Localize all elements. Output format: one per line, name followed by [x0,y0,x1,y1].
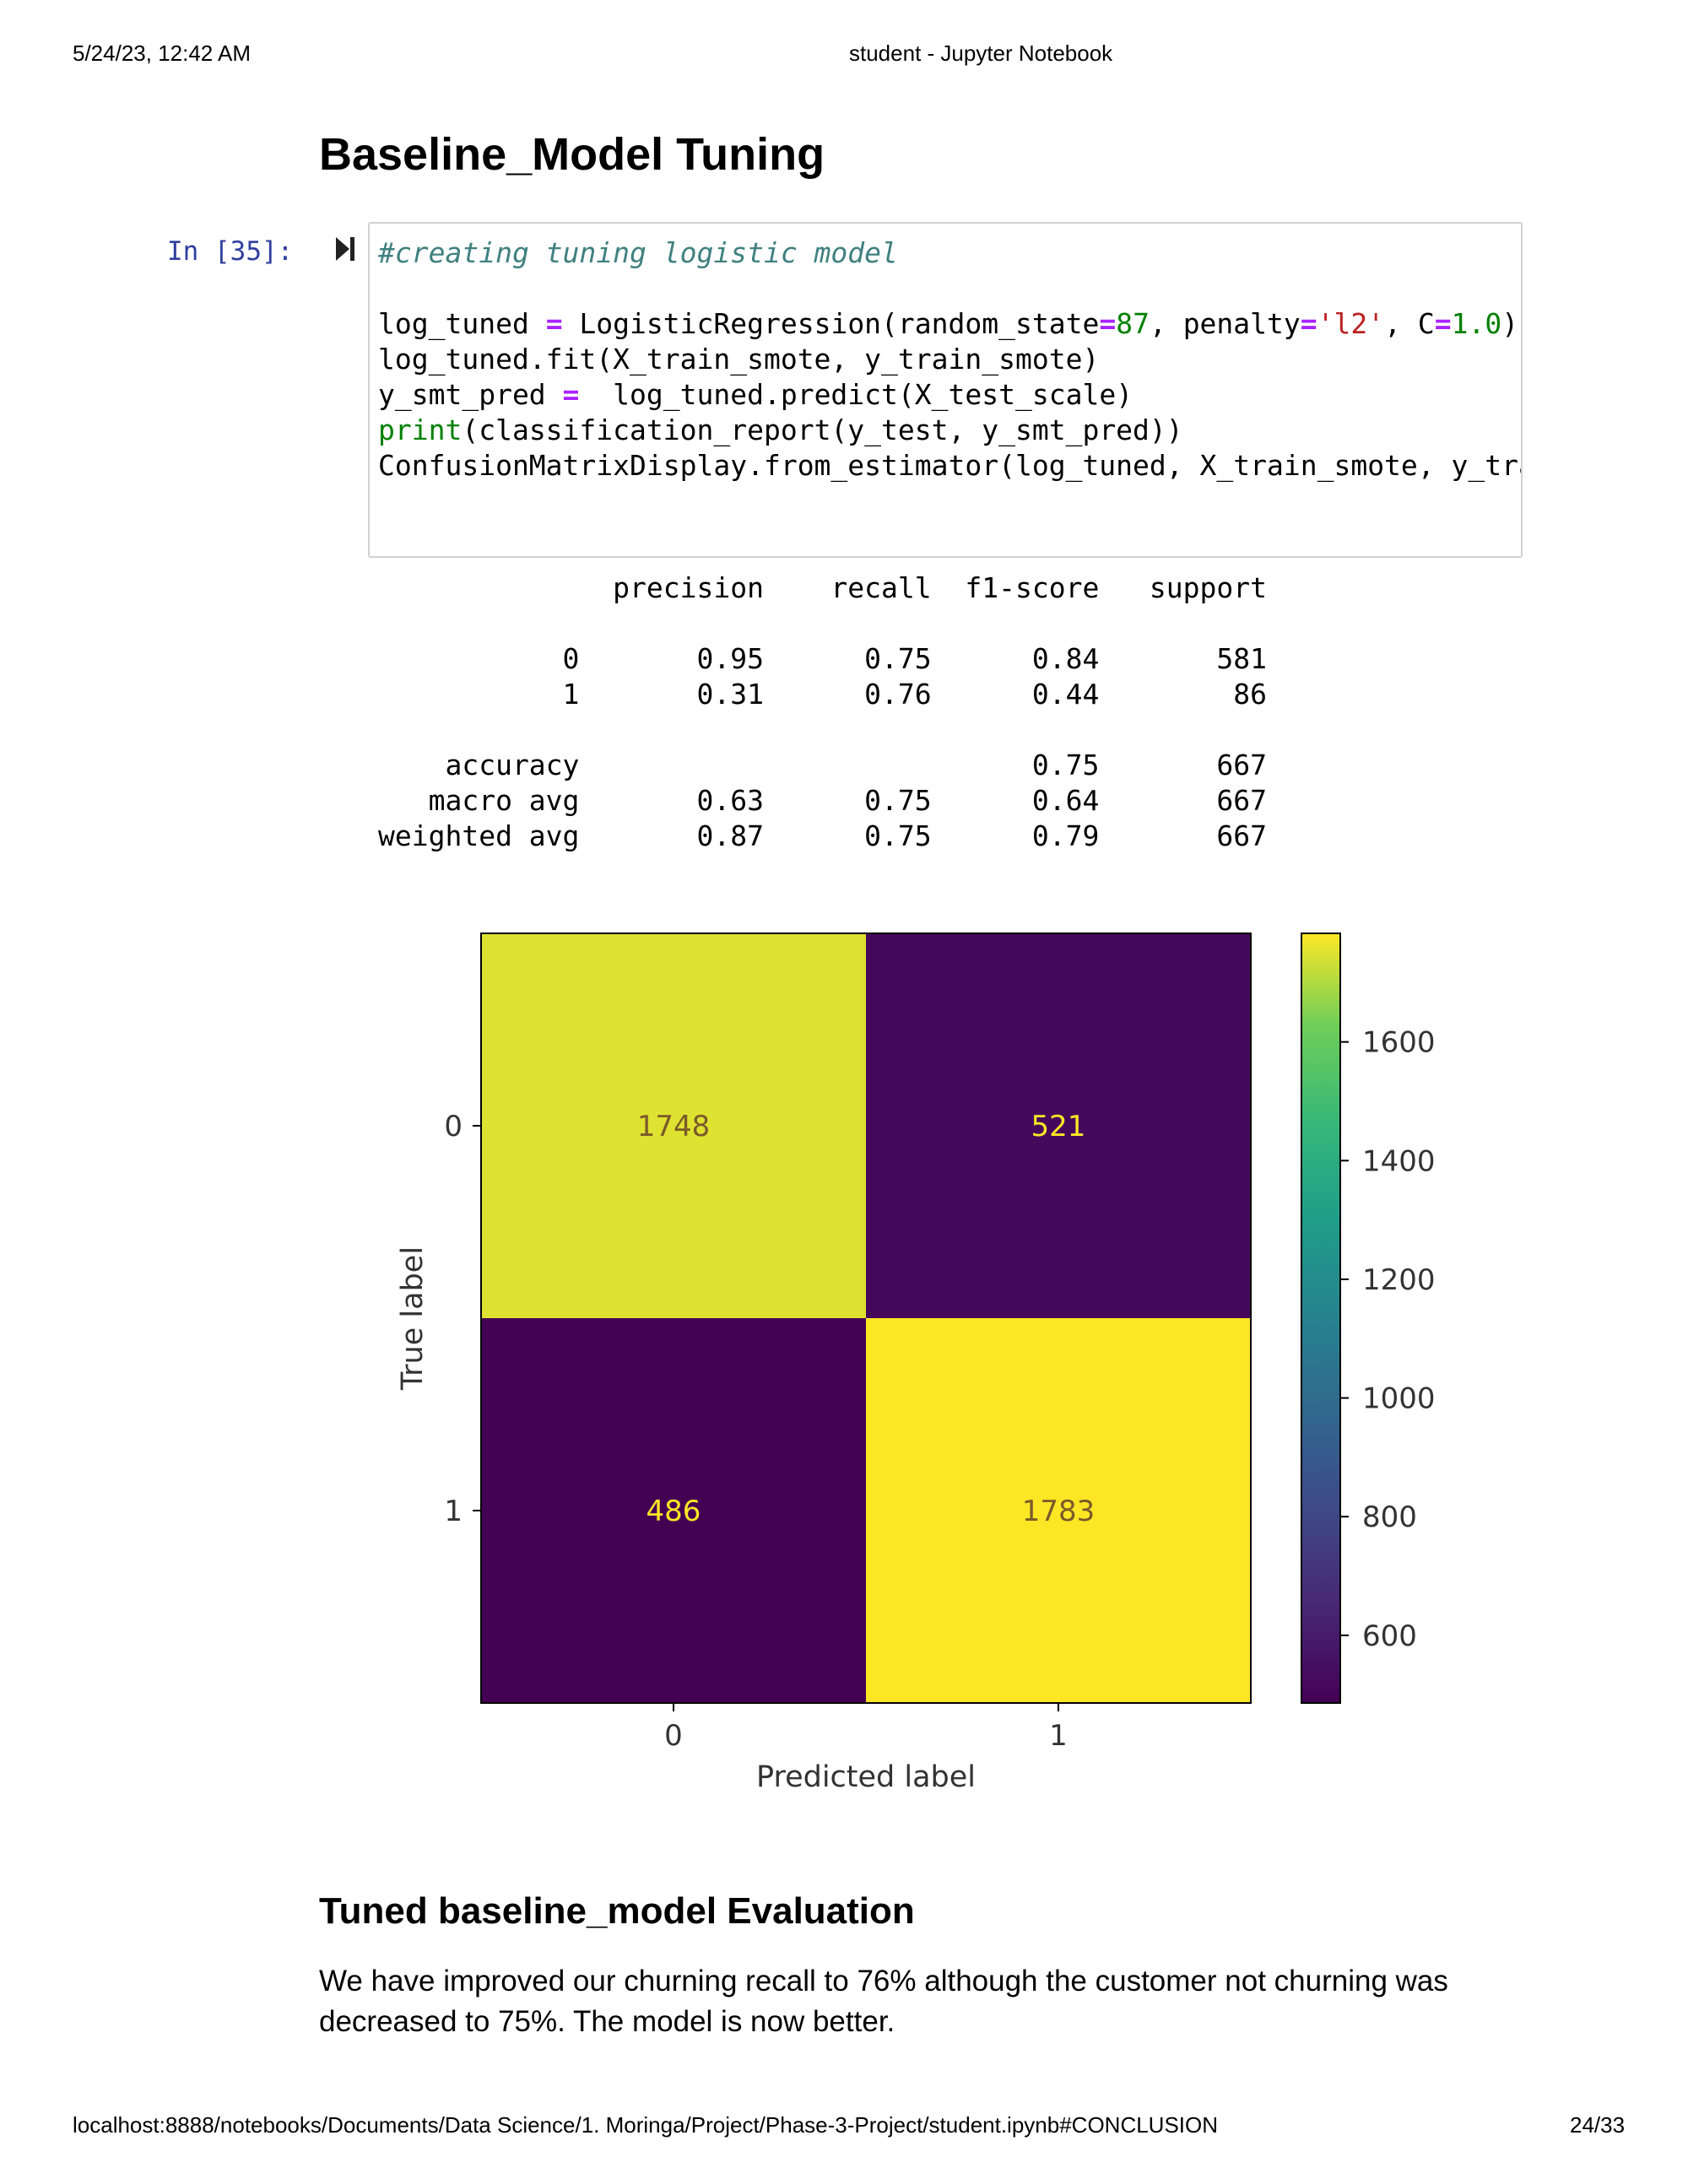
print-datetime: 5/24/23, 12:42 AM [73,41,252,66]
colorbar [1301,933,1341,1704]
y-tick-label: 0 [444,1110,463,1143]
matrix-value-0-1: 521 [1031,1110,1086,1143]
matrix-cell-1-0 [481,1318,866,1703]
colorbar-tick-label: 1400 [1362,1144,1436,1178]
matrix-value-0-0: 1748 [637,1110,711,1143]
matrix-cell-1-1 [866,1318,1251,1703]
paragraph-line: decreased to 75%. The model is now bette… [319,2005,895,2038]
x-axis-label: Predicted label [756,1760,976,1794]
evaluation-paragraph: We have improved our churning recall to … [319,1961,1448,2042]
matrix-cell-0-1 [866,933,1251,1318]
report-row: weighted avg 0.87 0.75 0.79 667 [378,819,1267,852]
paragraph-line: We have improved our churning recall to … [319,1965,1448,1997]
report-row: macro avg 0.63 0.75 0.64 667 [378,784,1267,817]
page-title: student - Jupyter Notebook [849,41,1113,66]
matrix-value-1-1: 1783 [1022,1495,1096,1528]
page-number: 24/33 [1570,2112,1626,2138]
x-tick-label: 0 [664,1719,683,1753]
section-heading-baseline-tuning: Baseline_Model Tuning [319,129,825,180]
report-header: precision recall f1-score support [378,571,1267,604]
report-row: accuracy 0.75 667 [378,749,1267,781]
cell-prompt: In [35]: [167,236,294,267]
colorbar-tick-label: 800 [1362,1500,1417,1534]
run-cell-icon[interactable] [334,235,356,271]
section-heading-evaluation: Tuned baseline_model Evaluation [319,1890,915,1932]
matrix-cell-0-0 [481,933,866,1318]
colorbar-tick-label: 600 [1362,1619,1417,1653]
colorbar-tick-label: 1600 [1362,1026,1436,1060]
y-axis-label: True label [396,1246,430,1391]
classification-report: precision recall f1-score support​ 0 0.9… [378,570,1267,854]
x-tick-label: 1 [1049,1719,1068,1753]
report-row: 1 0.31 0.76 0.44 86 [378,678,1267,711]
matrix-frame [480,933,1252,1704]
report-row: 0 0.95 0.75 0.84 581 [378,642,1267,675]
notebook-url: localhost:8888/notebooks/Documents/Data … [73,2112,1219,2138]
colorbar-tick-label: 1200 [1362,1263,1436,1297]
y-tick-label: 1 [444,1495,463,1528]
code-editor[interactable]: #creating tuning logistic model log_tune… [378,236,1521,482]
matrix-value-1-0: 486 [647,1495,701,1528]
code-cell-input[interactable]: #creating tuning logistic model log_tune… [368,222,1523,558]
colorbar-tick-label: 1000 [1362,1382,1436,1416]
